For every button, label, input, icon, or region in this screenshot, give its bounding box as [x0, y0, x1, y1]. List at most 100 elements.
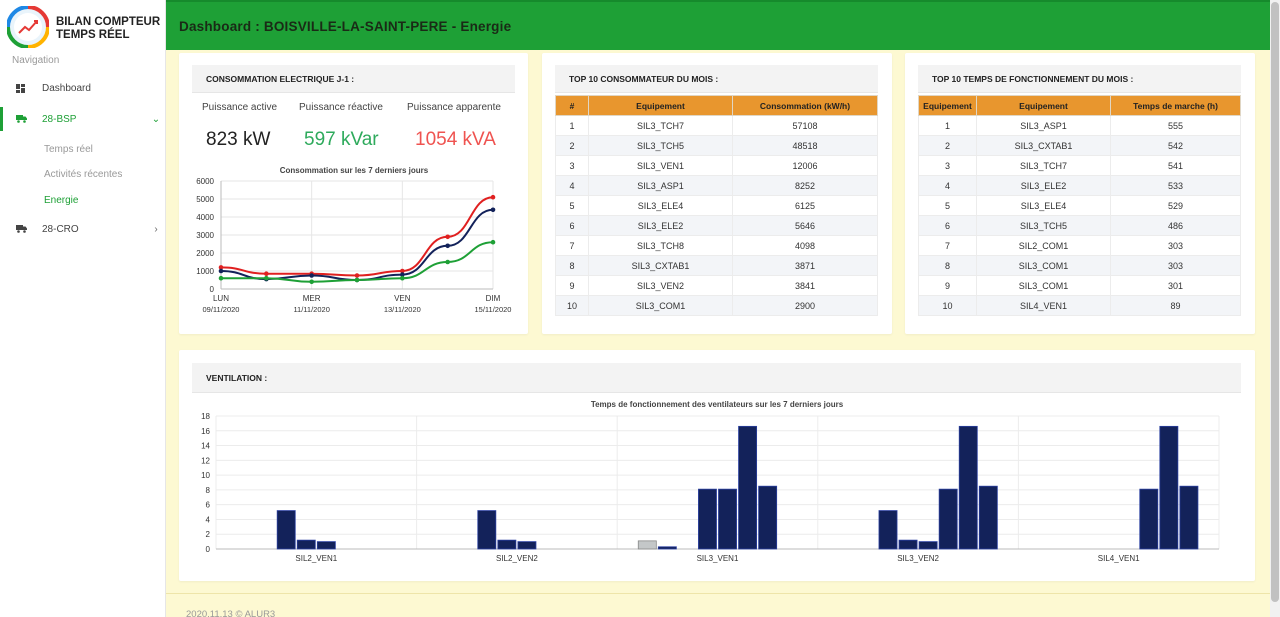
table-cell: 303: [1110, 235, 1241, 256]
bar: [958, 425, 978, 550]
footer-text: 2020.11.13 © ALUR3: [186, 609, 276, 617]
table-cell: 8252: [732, 175, 878, 196]
bar: [878, 510, 898, 550]
table-cell: 12006: [732, 155, 878, 176]
table-row: 1 SIL3_ASP1 555: [918, 115, 1241, 136]
data-point: [445, 243, 450, 249]
table-cell: 4: [555, 175, 589, 196]
table-cell: 2: [918, 135, 977, 156]
vertical-scrollbar[interactable]: [1270, 0, 1280, 617]
x-tick-label: SIL3_VEN2: [897, 554, 939, 563]
bar: [698, 488, 717, 550]
series-line: [220, 208, 494, 282]
truck-icon: [16, 225, 38, 233]
x-tick-date: 11/11/2020: [293, 305, 329, 314]
y-tick-label: 2: [206, 530, 211, 539]
table-cell: SIL4_VEN1: [976, 295, 1111, 316]
y-tick-label: 0: [206, 545, 211, 554]
column-header: Equipement: [918, 95, 977, 116]
table-cell: 3: [918, 155, 977, 176]
scrollbar-thumb[interactable]: [1271, 2, 1279, 602]
table-cell: 10: [918, 295, 977, 316]
data-point: [400, 268, 405, 274]
table-cell: 6: [555, 215, 589, 236]
nav-heading: Navigation: [12, 55, 60, 66]
data-point: [490, 194, 496, 200]
table-row: 3 SIL3_TCH7 541: [918, 155, 1241, 176]
sidebar-subitem-temps-reel[interactable]: Temps réel: [44, 144, 93, 155]
sidebar-subitem-energie[interactable]: Energie: [44, 195, 79, 206]
bar-group-sil3-ven1: [637, 425, 778, 550]
column-header: #: [555, 95, 589, 116]
table-cell: 6125: [732, 195, 878, 216]
ventilation-chart-title: Temps de fonctionnement des ventilateurs…: [590, 400, 844, 409]
sidebar-item-28-cro[interactable]: 28-CRO ›: [0, 217, 165, 241]
active-power-value: 823 kW: [206, 129, 271, 150]
x-tick-label: SIL2_VEN1: [295, 554, 337, 563]
sidebar: BILAN COMPTEUR TEMPS RÉEL Navigation Das…: [0, 0, 166, 617]
footer: 2020.11.13 © ALUR3: [166, 593, 1270, 617]
x-tick-label: SIL3_VEN1: [697, 554, 739, 563]
table-row: 2 SIL3_CXTAB1 542: [918, 135, 1241, 156]
table-row: 9 SIL3_VEN2 3841: [555, 275, 878, 296]
brand[interactable]: BILAN COMPTEUR TEMPS RÉEL: [0, 0, 166, 52]
apparent-power-label: Puissance apparente: [407, 102, 501, 113]
table-cell: SIL3_TCH7: [588, 115, 733, 136]
table-cell: 533: [1110, 175, 1241, 196]
table-row: 3 SIL3_VEN1 12006: [555, 155, 878, 176]
table-row: 7 SIL3_TCH8 4098: [555, 235, 878, 256]
y-tick-label: 2000: [196, 249, 214, 258]
chevron-right-icon[interactable]: ›: [154, 223, 158, 235]
sidebar-item-label: 28-CRO: [42, 223, 79, 235]
y-tick-label: 16: [201, 427, 210, 436]
table-cell: 1: [555, 115, 589, 136]
top-consumers-card: TOP 10 CONSOMMATEUR DU MOIS : # Equipeme…: [542, 53, 892, 334]
reactive-power-label: Puissance réactive: [299, 102, 383, 113]
ventilation-card: VENTILATION : Temps de fonctionnement de…: [179, 350, 1255, 581]
y-tick-label: 14: [201, 442, 210, 451]
data-point: [218, 268, 224, 274]
table-cell: SIL3_TCH7: [976, 155, 1111, 176]
gauge-logo-icon: [7, 6, 49, 48]
sidebar-item-dashboard[interactable]: Dashboard: [0, 76, 165, 100]
table-row: 1 SIL3_TCH7 57108: [555, 115, 878, 136]
y-tick-label: 8: [206, 486, 211, 495]
table-row: 5 SIL3_ELE4 529: [918, 195, 1241, 216]
table-cell: 303: [1110, 255, 1241, 276]
table-row: 4 SIL3_ELE2 533: [918, 175, 1241, 196]
line-series-3: [218, 239, 496, 285]
top-consumers-table: # Equipement Consommation (kW/h) 1 SIL3_T…: [555, 95, 878, 316]
sidebar-subitem-activites-recentes[interactable]: Activités récentes: [44, 169, 123, 180]
chevron-down-icon[interactable]: ⌄: [151, 113, 161, 125]
data-point: [218, 275, 224, 281]
data-point: [400, 275, 405, 281]
bar: [918, 541, 938, 550]
table-cell: 7: [918, 235, 977, 256]
table-cell: 10: [555, 295, 589, 316]
table-cell: 2900: [732, 295, 878, 316]
sidebar-item-28-bsp[interactable]: 28-BSP ⌄: [0, 107, 165, 131]
table-cell: 8: [918, 255, 977, 276]
table-row: 5 SIL3_ELE4 6125: [555, 195, 878, 216]
bar: [637, 540, 657, 550]
column-header: Temps de marche (h): [1110, 95, 1241, 116]
bar: [978, 485, 998, 550]
bar: [477, 510, 497, 550]
x-tick-label: VEN: [394, 294, 411, 303]
table-cell: SIL3_TCH8: [588, 235, 733, 256]
consumption-card-title: CONSOMMATION ELECTRIQUE J-1 :: [192, 65, 515, 93]
data-point: [445, 234, 450, 240]
table-cell: 3841: [732, 275, 878, 296]
top-consumers-title: TOP 10 CONSOMMATEUR DU MOIS :: [555, 65, 878, 93]
bar: [938, 488, 958, 550]
bar-group-sil2-ven2: [477, 510, 537, 550]
table-cell: 486: [1110, 215, 1241, 236]
table-cell: SIL3_ELE2: [976, 175, 1111, 196]
table-row: 10 SIL3_COM1 2900: [555, 295, 878, 316]
table-cell: SIL3_ASP1: [976, 115, 1111, 136]
data-point: [490, 207, 496, 213]
bar: [497, 539, 517, 550]
table-cell: SIL3_VEN1: [588, 155, 733, 176]
table-cell: 301: [1110, 275, 1241, 296]
y-tick-label: 4000: [196, 213, 214, 222]
